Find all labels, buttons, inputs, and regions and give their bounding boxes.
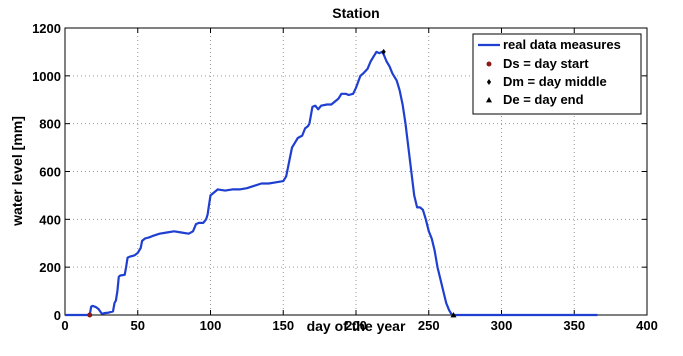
x-tick-label: 350 xyxy=(563,318,585,333)
legend-marker-swatches xyxy=(486,61,492,103)
x-tick-label: 400 xyxy=(636,318,658,333)
y-tick-label: 1200 xyxy=(32,21,61,36)
legend-label-ds: Ds = day start xyxy=(503,56,589,71)
legend-label-de: De = day end xyxy=(503,92,584,107)
x-axis-title: day of the year xyxy=(307,318,406,334)
legend-de-marker xyxy=(486,97,492,103)
y-tick-label: 400 xyxy=(39,212,61,227)
x-tick-labels: 0 50 100 150 200 250 300 350 400 xyxy=(61,318,657,333)
de-marker xyxy=(450,312,457,318)
ds-marker xyxy=(87,312,93,318)
chart-title: Station xyxy=(332,5,379,21)
y-tick-label: 200 xyxy=(39,260,61,275)
y-tick-label: 0 xyxy=(54,308,61,323)
x-tick-label: 100 xyxy=(200,318,222,333)
legend-ds-marker xyxy=(486,61,492,67)
y-tick-label: 600 xyxy=(39,165,61,180)
real-data-line xyxy=(65,50,598,317)
y-tick-label: 1000 xyxy=(32,69,61,84)
x-tick-label: 150 xyxy=(272,318,294,333)
legend-dm-marker xyxy=(486,79,492,85)
x-tick-label: 0 xyxy=(61,318,68,333)
x-tick-label: 300 xyxy=(491,318,513,333)
event-markers xyxy=(87,48,457,318)
y-tick-label: 800 xyxy=(39,117,61,132)
x-tick-label: 250 xyxy=(418,318,440,333)
x-tick-label: 200 xyxy=(345,318,367,333)
legend-label-dm: Dm = day middle xyxy=(503,74,607,89)
legend: real data measures Ds = day start Dm = d… xyxy=(472,33,642,115)
y-axis-title: water level [mm] xyxy=(9,116,25,227)
dm-marker xyxy=(381,48,386,55)
x-tick-label: 50 xyxy=(131,318,145,333)
legend-box xyxy=(472,33,642,115)
legend-label-real-data: real data measures xyxy=(503,37,621,52)
y-tick-labels: 0 200 400 600 800 1000 1200 xyxy=(32,21,61,323)
